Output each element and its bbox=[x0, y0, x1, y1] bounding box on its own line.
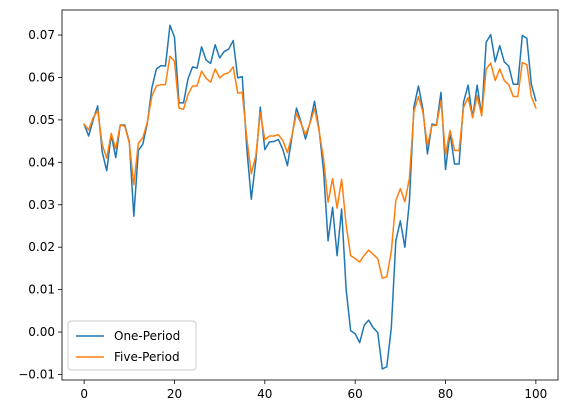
series-layer bbox=[83, 24, 537, 370]
plot-frame bbox=[61, 9, 559, 381]
x-tick-label: 80 bbox=[438, 387, 453, 401]
y-tick-label: 0.05 bbox=[28, 113, 55, 127]
y-tick-label: 0.07 bbox=[28, 28, 55, 42]
x-tick-label: 0 bbox=[80, 387, 88, 401]
x-axis: 0 20 40 60 80 100 bbox=[80, 380, 547, 401]
x-tick-label: 20 bbox=[167, 387, 182, 401]
y-tick-label: 0.04 bbox=[28, 155, 55, 169]
x-tick-label: 60 bbox=[348, 387, 363, 401]
y-tick-label: 0.00 bbox=[28, 325, 55, 339]
plot-area bbox=[62, 10, 558, 380]
y-tick-label: 0.06 bbox=[28, 70, 55, 84]
series-line-five-period bbox=[83, 55, 537, 279]
y-tick-label: 0.02 bbox=[28, 240, 55, 254]
x-tick-label: 40 bbox=[257, 387, 272, 401]
y-tick-label: 0.03 bbox=[28, 198, 55, 212]
y-axis: −0.01 0.00 0.01 0.02 0.03 0.04 0.05 0.06 0.07 bbox=[18, 28, 62, 381]
y-tick-label: −0.01 bbox=[18, 367, 55, 381]
legend-label-one-period: One-Period bbox=[114, 329, 180, 343]
y-tick-label: 0.01 bbox=[28, 283, 55, 297]
x-tick-label: 100 bbox=[524, 387, 547, 401]
legend-label-five-period: Five-Period bbox=[114, 350, 180, 364]
legend: One-Period Five-Period bbox=[67, 320, 197, 371]
